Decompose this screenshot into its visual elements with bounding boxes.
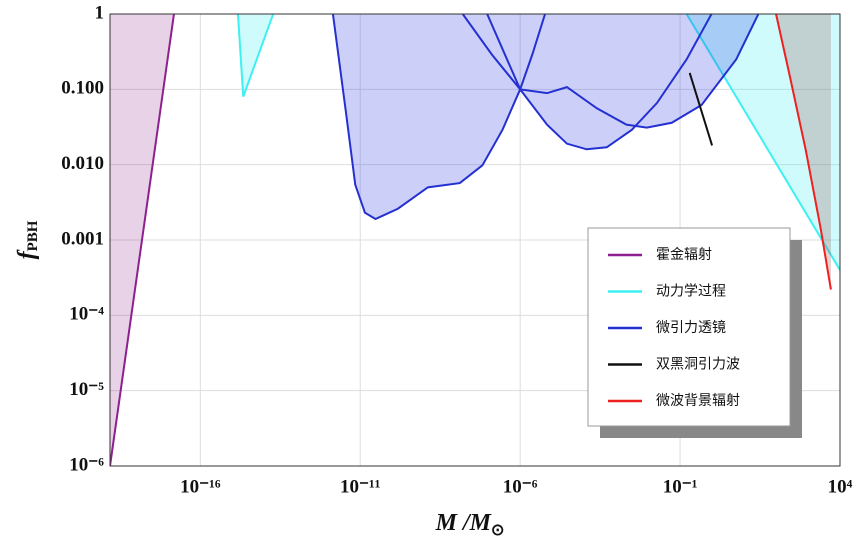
y-tick-label: 10⁻⁴: [69, 304, 104, 325]
x-axis-title: M /M⊙: [435, 510, 505, 539]
y-axis-title: fPBH: [14, 220, 42, 259]
y-tick-label: 0.010: [61, 153, 104, 174]
boundary: [110, 14, 175, 466]
y-tick-label: 10⁻⁵: [69, 379, 104, 400]
y-tick-label: 1: [95, 2, 105, 23]
x-tick-label: 10⁻⁶: [503, 476, 538, 497]
legend-label: 微引力透镜: [656, 320, 726, 336]
region: [776, 14, 831, 290]
boundary: [775, 14, 832, 290]
y-axis-title-main: f: [14, 249, 40, 259]
legend-label: 霍金辐射: [656, 247, 712, 263]
x-tick-label: 10⁻¹¹: [340, 476, 380, 497]
boundary: [331, 14, 760, 221]
y-tick-label: 0.001: [61, 228, 104, 249]
y-tick-label: 10⁻⁶: [69, 454, 104, 475]
legend-label: 双黑洞引力波: [656, 357, 740, 373]
y-tick-label: 0.100: [61, 78, 104, 99]
x-axis-title-sub: ⊙: [491, 522, 504, 539]
region: [332, 14, 759, 220]
x-tick-label: 10⁻¹: [663, 476, 698, 497]
y-axis-title-sub: PBH: [25, 220, 41, 251]
region: [237, 14, 840, 270]
x-axis-title-main: M /M: [435, 510, 493, 536]
plot-area: [110, 14, 840, 466]
boundary: [236, 14, 840, 271]
x-tick-label: 10⁴: [828, 476, 853, 497]
legend-label: 微波背景辐射: [656, 393, 740, 409]
legend-label: 动力学过程: [656, 284, 726, 300]
boundary: [688, 72, 714, 146]
plot-frame: [109, 13, 841, 467]
x-tick-label: 10⁻¹⁶: [180, 476, 221, 497]
